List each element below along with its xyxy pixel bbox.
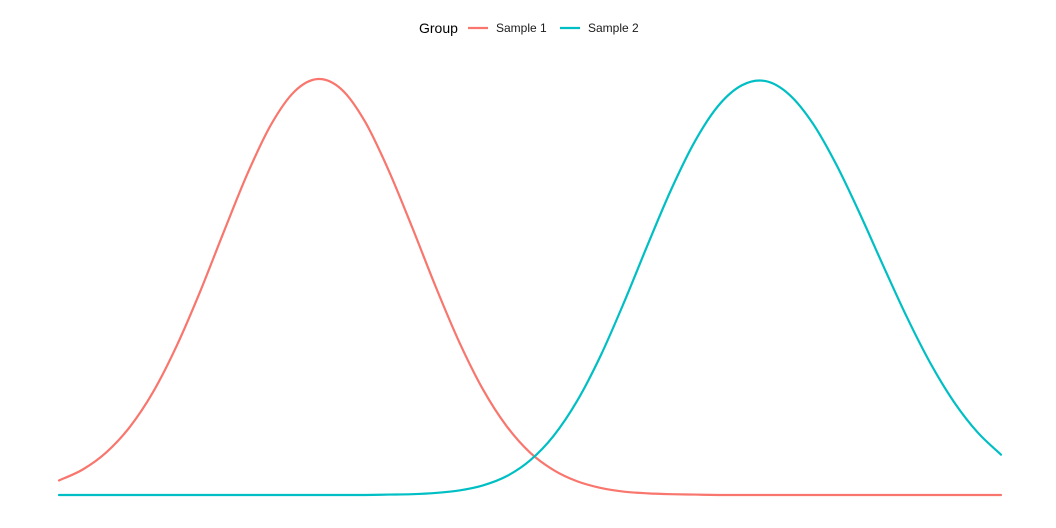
plot-panel xyxy=(57,77,1003,497)
legend-label-sample-2: Sample 2 xyxy=(588,21,639,35)
legend-item-sample-2: Sample 2 xyxy=(560,21,639,35)
series-line-sample-2 xyxy=(57,79,1003,497)
legend-item-sample-1: Sample 1 xyxy=(468,21,547,35)
series-line-sample-1 xyxy=(57,77,1003,497)
legend-title: Group xyxy=(419,20,458,36)
legend: Group Sample 1 Sample 2 xyxy=(419,20,639,36)
legend-label-sample-1: Sample 1 xyxy=(496,21,547,35)
